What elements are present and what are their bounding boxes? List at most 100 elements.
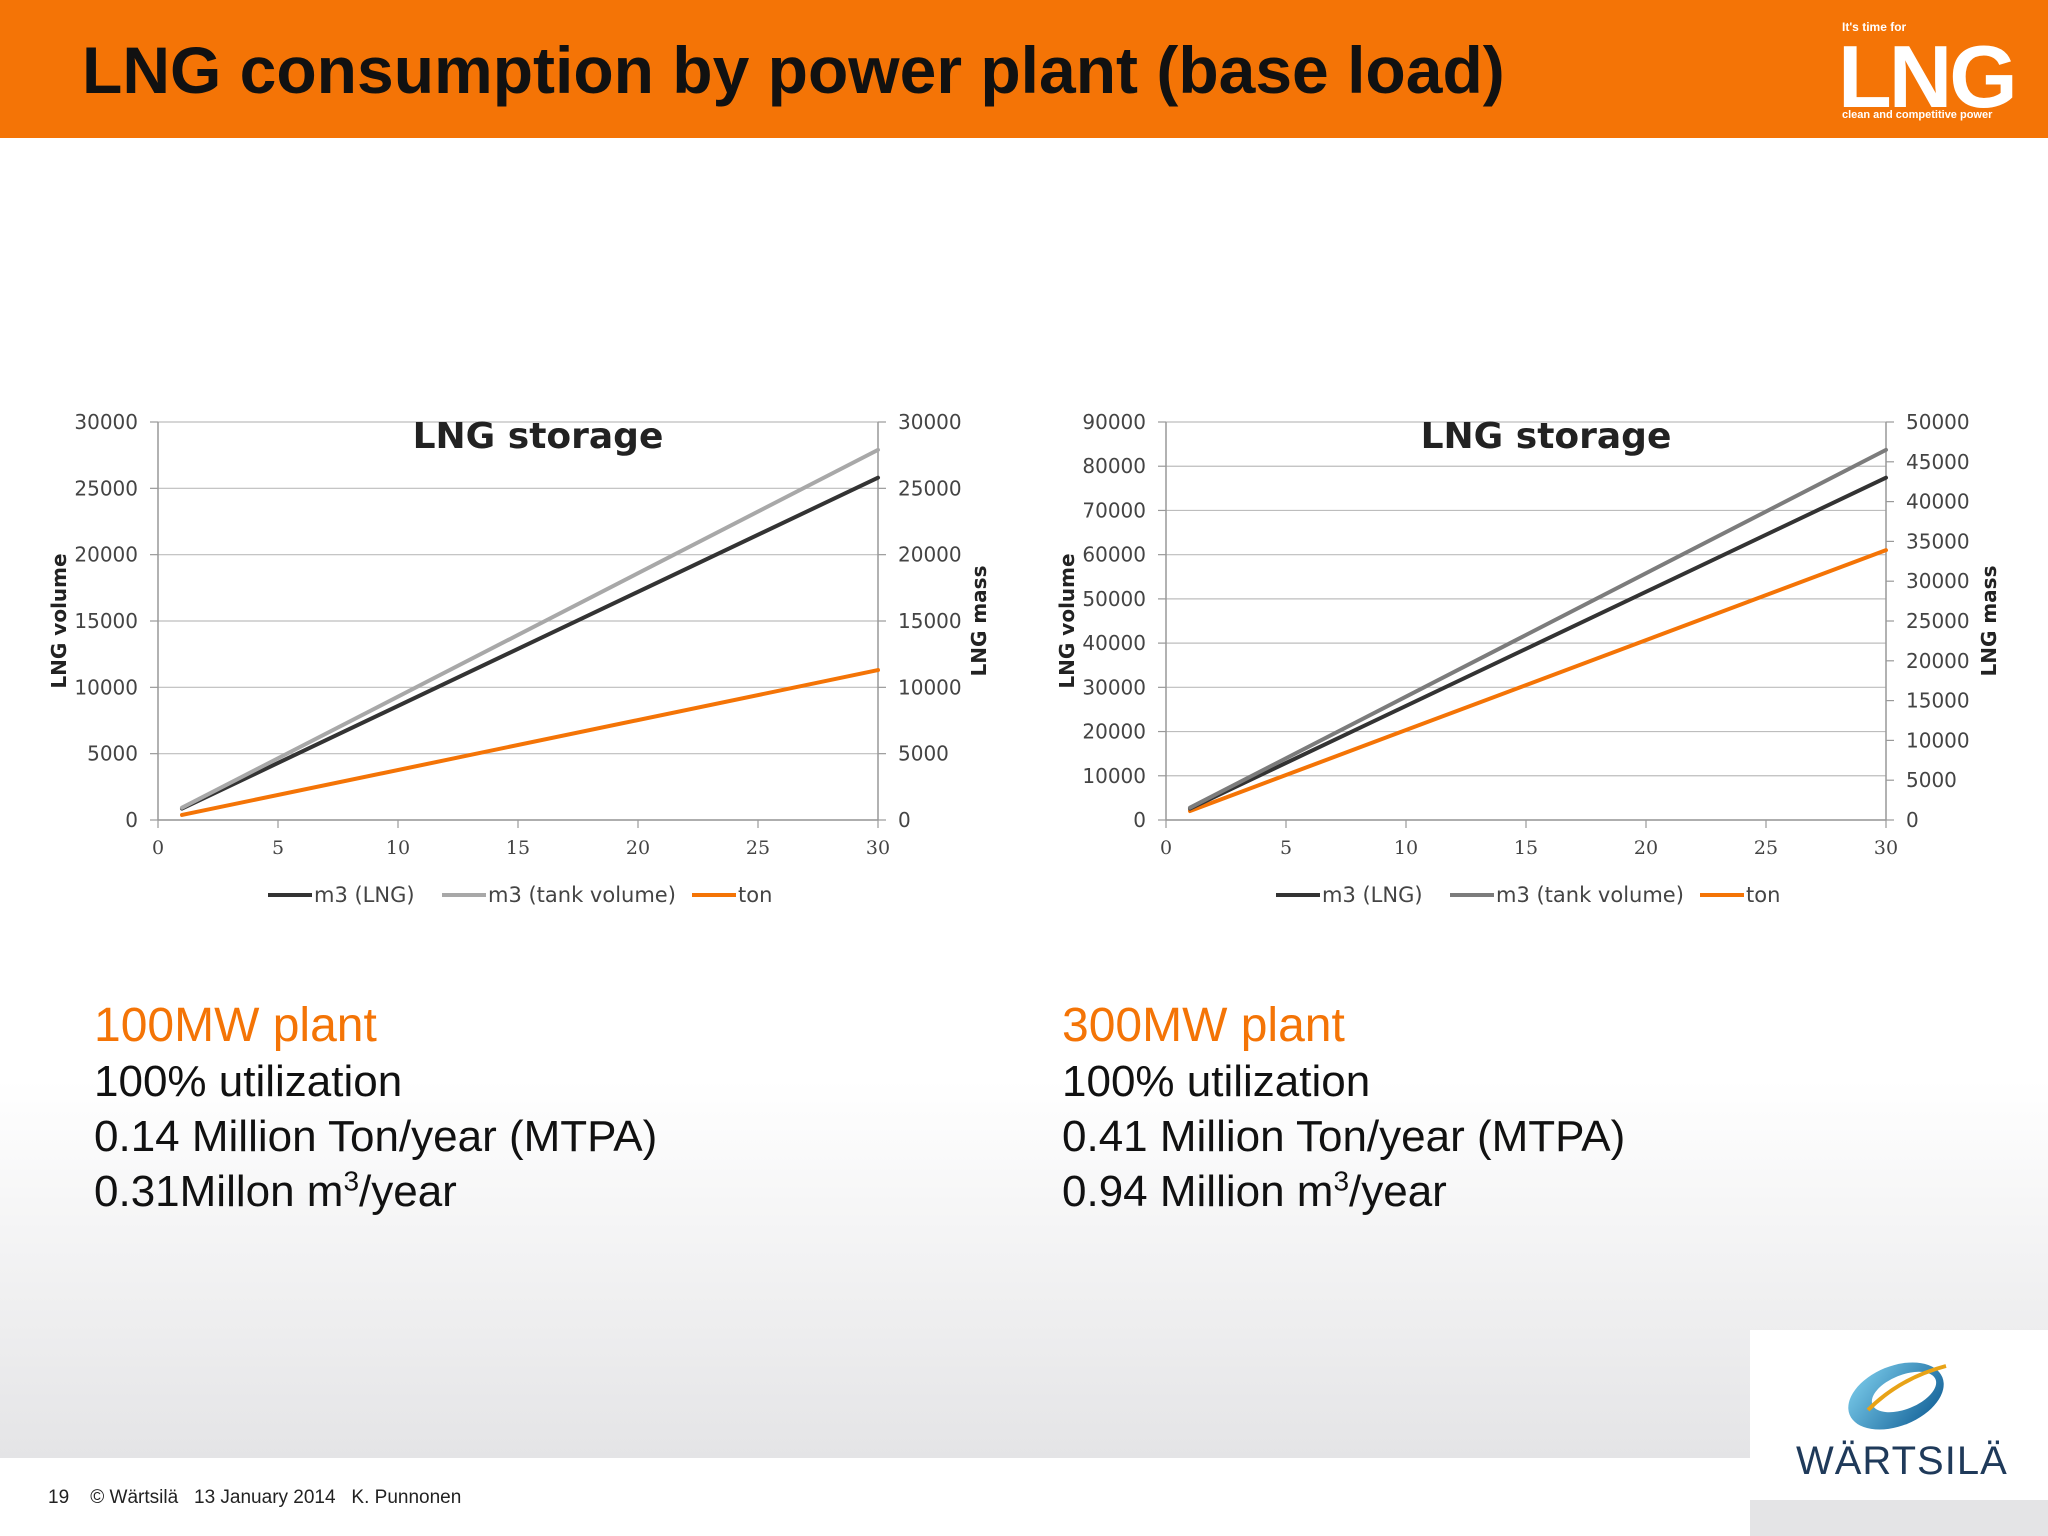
x-tick-label: 20	[1634, 837, 1658, 859]
series-line-1	[1188, 447, 1888, 810]
volume-superscript: 3	[343, 1165, 360, 1197]
legend-label: ton	[1746, 883, 1780, 907]
title-bar: LNG consumption by power plant (base loa…	[0, 0, 2048, 138]
y-tick-label: 10000	[74, 675, 138, 699]
y2-tick-label: 10000	[1906, 728, 1970, 752]
badge-tagline-top: It's time for	[1842, 20, 1907, 34]
y2-tick-label: 10000	[898, 675, 962, 699]
y-tick-label: 0	[125, 808, 138, 832]
chart-title: LNG storage	[413, 416, 664, 457]
x-tick-label: 30	[866, 837, 890, 859]
y-tick-label: 20000	[1082, 720, 1146, 744]
plant-volume: 0.31Millon m3/year	[94, 1164, 657, 1219]
volume-prefix: 0.31Millon m	[94, 1167, 344, 1216]
y-axis-title: LNG volume	[1055, 553, 1079, 688]
legend-label: m3 (LNG)	[1322, 883, 1423, 907]
copyright: © Wärtsilä	[90, 1487, 179, 1508]
legend-label: ton	[738, 883, 772, 907]
legend-label: m3 (tank volume)	[488, 883, 676, 907]
y2-tick-label: 20000	[898, 543, 962, 567]
y-tick-label: 25000	[74, 476, 138, 500]
x-tick-label: 0	[1160, 837, 1172, 859]
series-line-0	[1188, 475, 1888, 811]
volume-superscript: 3	[1333, 1165, 1350, 1197]
plant-title: 300MW plant	[1062, 999, 1345, 1052]
y2-tick-label: 0	[1906, 808, 1919, 832]
series-line-2	[180, 668, 880, 817]
y-tick-label: 70000	[1082, 498, 1146, 522]
slide-title: LNG consumption by power plant (base loa…	[82, 33, 1505, 107]
plant-utilization: 100% utilization	[1062, 1057, 1371, 1106]
volume-suffix: /year	[359, 1167, 457, 1216]
plant-info-100mw: 100MW plant 100% utilization 0.14 Millio…	[94, 998, 657, 1219]
footer-author: K. Punnonen	[351, 1487, 462, 1508]
x-tick-label: 15	[1514, 837, 1538, 859]
page-number: 19	[48, 1487, 70, 1508]
y2-tick-label: 15000	[898, 609, 962, 633]
x-tick-label: 0	[152, 837, 164, 859]
x-tick-label: 25	[746, 837, 770, 859]
y-tick-label: 80000	[1082, 454, 1146, 478]
y2-tick-label: 50000	[1906, 410, 1970, 434]
plant-mtpa: 0.14 Million Ton/year (MTPA)	[94, 1112, 658, 1161]
x-tick-label: 5	[272, 837, 284, 859]
footer-date: 13 January 2014	[194, 1487, 336, 1508]
x-tick-label: 25	[1754, 837, 1778, 859]
plant-volume: 0.94 Million m3/year	[1062, 1164, 1625, 1219]
y2-tick-label: 30000	[1906, 569, 1970, 593]
badge-word: LNG	[1838, 27, 2018, 126]
y2-tick-label: 45000	[1906, 450, 1970, 474]
plant-mtpa: 0.41 Million Ton/year (MTPA)	[1062, 1112, 1626, 1161]
y-axis-title: LNG volume	[47, 553, 71, 688]
chart-title: LNG storage	[1421, 416, 1672, 457]
series-line-0	[180, 475, 880, 811]
y2-tick-label: 25000	[1906, 609, 1970, 633]
legend-label: m3 (LNG)	[314, 883, 415, 907]
plant-title: 100MW plant	[94, 999, 377, 1052]
legend-label: m3 (tank volume)	[1496, 883, 1684, 907]
badge-tagline-bottom: clean and competitive power	[1842, 109, 1993, 121]
y-tick-label: 60000	[1082, 543, 1146, 567]
series-line-1	[180, 447, 880, 810]
x-tick-label: 30	[1874, 837, 1898, 859]
y2-tick-label: 30000	[898, 410, 962, 434]
company-logo-box: WÄRTSILÄ	[1750, 1330, 2048, 1500]
chart-300mw: 0100002000030000400005000060000700008000…	[1055, 410, 2001, 907]
volume-suffix: /year	[1349, 1167, 1447, 1216]
plant-info-300mw: 300MW plant 100% utilization 0.41 Millio…	[1062, 998, 1625, 1219]
y2-tick-label: 35000	[1906, 529, 1970, 553]
y-tick-label: 0	[1133, 808, 1146, 832]
y-tick-label: 40000	[1082, 631, 1146, 655]
y-tick-label: 20000	[74, 543, 138, 567]
y-tick-label: 30000	[74, 410, 138, 434]
y2-tick-label: 20000	[1906, 649, 1970, 673]
y-tick-label: 15000	[74, 609, 138, 633]
company-logo-text: WÄRTSILÄ	[1796, 1439, 2008, 1483]
volume-prefix: 0.94 Million m	[1062, 1167, 1334, 1216]
y2-tick-label: 25000	[898, 476, 962, 500]
x-tick-label: 10	[386, 837, 410, 859]
chart-100mw: 0 5000 10000 15000 20000 25000 30000 0 5000 10000…	[47, 410, 991, 907]
x-tick-label: 15	[506, 837, 530, 859]
plant-utilization: 100% utilization	[94, 1057, 403, 1106]
x-tick-label: 20	[626, 837, 650, 859]
y2-tick-label: 0	[898, 808, 911, 832]
series-line-2	[1188, 548, 1888, 814]
footer-bar	[0, 1458, 1750, 1536]
y2-axis-title: LNG mass	[967, 565, 991, 676]
x-tick-label: 10	[1394, 837, 1418, 859]
lng-badge-logo: It's time for LNG clean and competitive …	[1838, 16, 2034, 126]
y2-tick-label: 40000	[1906, 490, 1970, 514]
y-tick-label: 30000	[1082, 675, 1146, 699]
y-tick-label: 10000	[1082, 764, 1146, 788]
y2-axis-title: LNG mass	[1977, 565, 2001, 676]
footer: 19 © Wärtsilä 13 January 2014 K. Punnone…	[48, 1487, 461, 1509]
y-tick-label: 90000	[1082, 410, 1146, 434]
y2-tick-label: 5000	[898, 742, 949, 766]
wartsila-swirl-logo-icon: WÄRTSILÄ	[1796, 1362, 2008, 1483]
y2-tick-label: 5000	[1906, 768, 1957, 792]
y2-tick-label: 15000	[1906, 689, 1970, 713]
y-tick-label: 5000	[87, 742, 138, 766]
x-tick-label: 5	[1280, 837, 1292, 859]
y-tick-label: 50000	[1082, 587, 1146, 611]
